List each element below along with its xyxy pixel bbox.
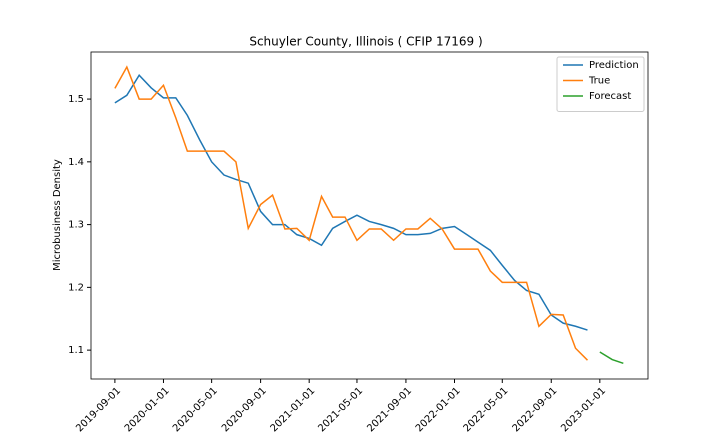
y-tick-label: 1.4 [68, 157, 84, 168]
series-line [114, 65, 589, 361]
chart-title: Schuyler County, Illinois ( CFIP 17169 ) [249, 35, 482, 49]
legend-label: True [588, 76, 610, 87]
y-tick-label: 1.3 [68, 220, 84, 231]
legend-label: Prediction [589, 60, 639, 71]
plot-frame [90, 51, 649, 380]
series-line [114, 73, 588, 331]
legend-box [556, 56, 645, 112]
y-tick-label: 1.1 [68, 345, 84, 356]
legend-label: Forecast [589, 91, 631, 102]
series-line [599, 351, 624, 365]
y-tick-label: 1.2 [68, 282, 84, 293]
y-tick-label: 1.5 [68, 94, 84, 105]
y-axis-label: Microbusiness Density [52, 159, 63, 271]
